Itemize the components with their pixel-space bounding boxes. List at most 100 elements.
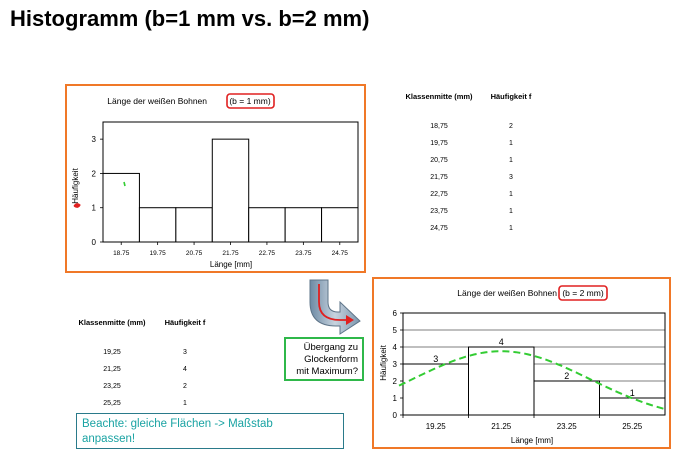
chart-1-title-highlight-mark — [226, 93, 275, 109]
table-1-row: 23,75 1 — [400, 203, 544, 220]
chart-2-bar — [533, 380, 600, 416]
chart-2-y-tick-label: 3 — [393, 360, 398, 369]
chart-1-bar — [248, 207, 286, 243]
chart-2-data-label: 2 — [564, 371, 569, 381]
table-1-frequency-cell: 1 — [509, 225, 513, 232]
note-line-2: anpassen! — [82, 433, 136, 445]
table-1-class-mid-cell: 21,75 — [430, 174, 448, 181]
chart-1-bar — [211, 138, 250, 243]
chart-1-x-tick-label: 21.75 — [222, 250, 239, 257]
table-1-class-mid-cell: 24,75 — [430, 225, 448, 232]
chart-1-bar — [138, 207, 177, 243]
table-1-row: 21,75 3 — [400, 169, 544, 186]
chart-2-y-tick-label: 0 — [393, 411, 398, 420]
chart-2-title-highlight: (b = 2 mm) — [562, 288, 603, 298]
chart-1-y-tick-label: 3 — [92, 135, 97, 144]
table-1-row: 24,75 1 — [400, 220, 544, 237]
table-2-header-frequency: Häufigkeit f — [164, 318, 206, 327]
chart-1-x-tick-label: 18.75 — [113, 250, 130, 257]
chart-1-bar — [102, 172, 140, 243]
chart-1-bar — [284, 207, 323, 243]
callout-line-2: Glockenform — [304, 354, 358, 365]
table-2-frequency-cell: 2 — [183, 383, 187, 390]
table-1-frequency-cell: 1 — [509, 191, 513, 198]
table-2-header-class-mid: Klassenmitte (mm) — [78, 318, 146, 327]
chart-2-data-label: 3 — [433, 354, 438, 364]
chart-1-y-tick-label: 1 — [92, 204, 97, 213]
chart-2-y-tick-label: 6 — [393, 309, 398, 318]
chart-2-y-tick-label: 2 — [393, 377, 398, 386]
chart-2-x-tick-label: 19.25 — [426, 422, 447, 431]
chart-2-y-tick-label: 5 — [393, 326, 398, 335]
chart-1-x-tick-label: 23.75 — [295, 250, 312, 257]
table-2-row: 25,25 1 — [74, 395, 220, 412]
chart-1-title: Länge der weißen Bohnen — [107, 96, 207, 106]
table-2-frequency-cell: 3 — [183, 349, 187, 356]
table-2-row: 19,25 3 — [74, 344, 220, 361]
chart-1-x-tick-label: 20.75 — [186, 250, 203, 257]
table-1-class-mid-cell: 18,75 — [430, 123, 448, 130]
table-1-row: 20,75 1 — [400, 152, 544, 169]
table-1-class-mid-cell: 19,75 — [430, 140, 448, 147]
chart-1-y-tick-label: 2 — [92, 169, 97, 178]
chart-2-x-axis-label: Länge [mm] — [511, 436, 553, 445]
scale-note: Beachte: gleiche Flächen -> Maßstab anpa… — [76, 413, 344, 449]
chart-1-x-tick-label: 22.75 — [259, 250, 276, 257]
chart-1-green-annotation-mark — [123, 181, 126, 187]
callout-line-1: Übergang zu — [303, 342, 358, 353]
chart-2-bar — [468, 346, 535, 416]
bell-shape-question-callout: Übergang zu Glockenform mit Maximum? — [284, 337, 364, 381]
chart-1-bar — [321, 207, 359, 243]
table-1-header-class-mid: Klassenmitte (mm) — [405, 92, 473, 101]
chart-2-data-label: 4 — [499, 337, 504, 347]
chart-2-bar — [402, 363, 469, 416]
frequency-table-2: Klassenmitte (mm) Häufigkeit f 19,25 3 21,… — [74, 318, 220, 412]
chart-2-x-tick-label: 23.25 — [557, 422, 578, 431]
table-1-frequency-cell: 1 — [509, 208, 513, 215]
chart-1-y-axis-label: Häufigkeit — [71, 167, 80, 203]
note-line-1: Beachte: gleiche Flächen -> Maßstab — [82, 418, 273, 430]
table-1-row: 18,75 2 — [400, 118, 544, 135]
table-1-header-frequency: Häufigkeit f — [490, 92, 532, 101]
chart-2-y-tick-label: 1 — [393, 394, 398, 403]
table-2-class-mid-cell: 21,25 — [103, 366, 121, 373]
chart-1-frame: Länge der weißen Bohnen (b = 1 mm) 18.75… — [65, 84, 366, 273]
table-1-frequency-cell: 2 — [509, 123, 513, 130]
table-2-row: 21,25 4 — [74, 361, 220, 378]
table-2-frequency-cell: 1 — [183, 400, 187, 407]
chart-1-y-tick-label: 0 — [92, 238, 97, 247]
chart-1-histogram: Länge der weißen Bohnen (b = 1 mm) 18.75… — [71, 93, 359, 269]
table-1-row: 22,75 1 — [400, 186, 544, 203]
table-1-class-mid-cell: 22,75 — [430, 191, 448, 198]
chart-2-x-tick-label: 25.25 — [622, 422, 643, 431]
chart-2-y-tick-label: 4 — [393, 343, 398, 352]
chart-2-bar — [599, 397, 666, 416]
chart-1-x-tick-label: 19.75 — [150, 250, 167, 257]
table-1-frequency-cell: 3 — [509, 174, 513, 181]
page-title: Histogramm (b=1 mm vs. b=2 mm) — [10, 6, 370, 31]
chart-2-title: Länge der weißen Bohnen — [457, 288, 557, 298]
chart-1-x-tick-label: 24.75 — [332, 250, 349, 257]
chart-2-histogram: Länge der weißen Bohnen (b = 2 mm) 3421 … — [379, 285, 667, 445]
table-2-frequency-cell: 4 — [183, 366, 187, 373]
chart-1-x-axis-label: Länge [mm] — [210, 260, 252, 269]
chart-1-title-highlight: (b = 1 mm) — [229, 96, 270, 106]
table-1-row: 19,75 1 — [400, 135, 544, 152]
frequency-table-1: Klassenmitte (mm) Häufigkeit f 18,75 2 19,… — [400, 92, 544, 237]
chart-2-title-highlight-mark — [558, 285, 608, 301]
chart-2-bell-curve — [398, 350, 667, 411]
table-2-row: 23,25 2 — [74, 378, 220, 395]
chart-2-x-tick-label: 21.25 — [491, 422, 512, 431]
callout-line-3: mit Maximum? — [296, 366, 358, 377]
chart-2-y-axis-label: Häufigkeit — [379, 344, 388, 380]
table-2-class-mid-cell: 23,25 — [103, 383, 121, 390]
transition-arrow-icon — [309, 279, 361, 335]
chart-2-data-label: 1 — [630, 388, 635, 398]
chart-1-red-annotation-mark — [73, 203, 81, 208]
table-1-class-mid-cell: 23,75 — [430, 208, 448, 215]
table-1-frequency-cell: 1 — [509, 157, 513, 164]
table-2-class-mid-cell: 19,25 — [103, 349, 121, 356]
table-1-class-mid-cell: 20,75 — [430, 157, 448, 164]
table-1-frequency-cell: 1 — [509, 140, 513, 147]
